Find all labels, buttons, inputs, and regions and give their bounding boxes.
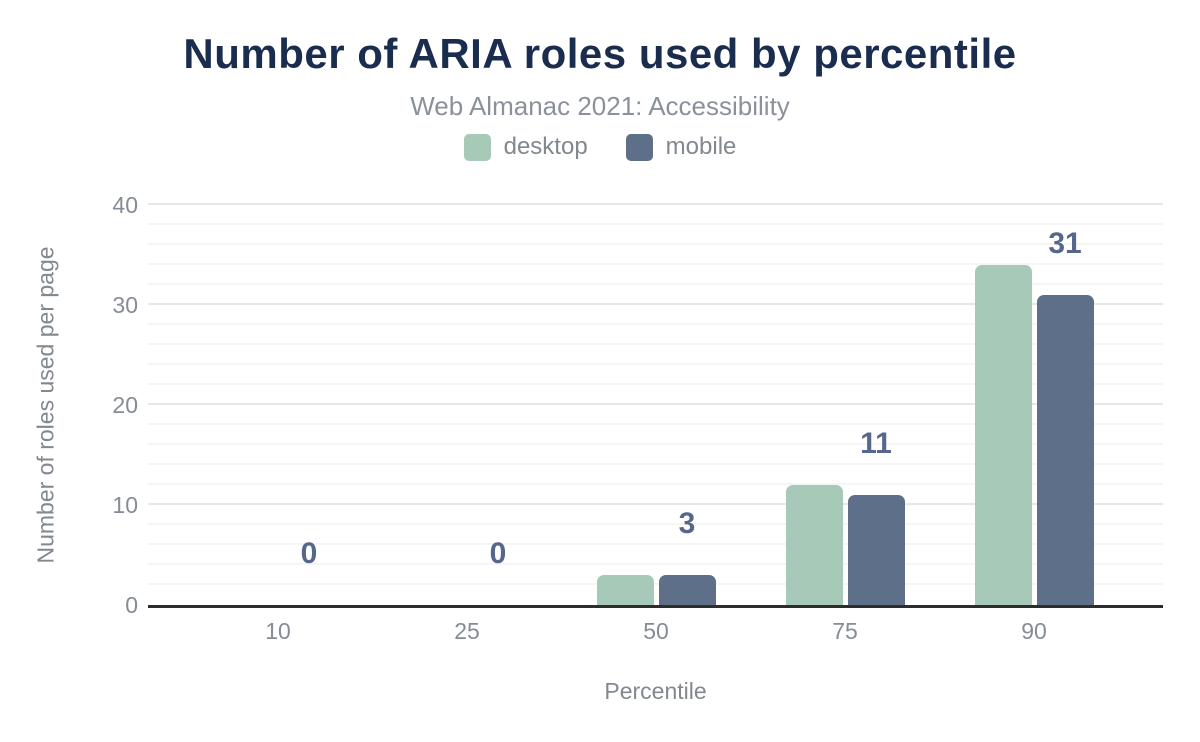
x-axis-title: Percentile <box>604 678 707 704</box>
minor-gridline <box>148 483 1163 485</box>
legend-label: mobile <box>665 133 737 160</box>
legend: desktop mobile <box>0 133 1200 161</box>
minor-gridline <box>148 383 1163 385</box>
minor-gridline <box>148 463 1163 465</box>
minor-gridline <box>148 323 1163 325</box>
mobile-bar <box>847 495 905 605</box>
x-axis-line <box>148 605 1163 608</box>
major-gridline <box>148 203 1163 205</box>
mobile-bar <box>658 575 716 605</box>
y-tick-label: 20 <box>112 392 138 418</box>
minor-gridline <box>148 583 1163 585</box>
desktop-swatch-icon <box>463 133 491 161</box>
minor-gridline <box>148 563 1163 565</box>
x-tick-label: 10 <box>265 618 291 644</box>
desktop-bar <box>785 485 843 605</box>
bar-value-label: 11 <box>860 427 892 460</box>
x-tick-label: 90 <box>1021 618 1047 644</box>
minor-gridline <box>148 443 1163 445</box>
minor-gridline <box>148 363 1163 365</box>
legend-item-desktop[interactable]: desktop <box>463 133 588 161</box>
desktop-bar <box>974 265 1032 605</box>
legend-label: desktop <box>503 133 588 160</box>
bar-value-label: 0 <box>300 537 318 570</box>
bar-value-label: 3 <box>678 507 696 540</box>
chart-title: Number of ARIA roles used by percentile <box>183 30 1017 77</box>
major-gridline <box>148 403 1163 405</box>
bar-value-label: 0 <box>489 537 507 570</box>
y-tick-label: 0 <box>125 592 138 618</box>
plot-area: 0 0 3 11 31 <box>148 203 1163 608</box>
minor-gridline <box>148 543 1163 545</box>
minor-gridline <box>148 343 1163 345</box>
major-gridline <box>148 303 1163 305</box>
legend-item-mobile[interactable]: mobile <box>625 133 737 161</box>
minor-gridline <box>148 243 1163 245</box>
x-tick-label: 75 <box>832 618 858 644</box>
bar-value-label: 31 <box>1048 227 1082 260</box>
major-gridline <box>148 503 1163 505</box>
minor-gridline <box>148 263 1163 265</box>
x-tick-label: 50 <box>643 618 669 644</box>
minor-gridline <box>148 523 1163 525</box>
minor-gridline <box>148 423 1163 425</box>
x-tick-label: 25 <box>454 618 480 644</box>
minor-gridline <box>148 283 1163 285</box>
desktop-bar <box>596 575 654 605</box>
mobile-swatch-icon <box>625 133 653 161</box>
y-tick-label: 40 <box>112 192 138 218</box>
minor-gridline <box>148 223 1163 225</box>
y-tick-label: 10 <box>112 492 138 518</box>
mobile-bar <box>1036 295 1094 605</box>
y-tick-label: 30 <box>112 292 138 318</box>
chart-subtitle: Web Almanac 2021: Accessibility <box>410 91 790 121</box>
